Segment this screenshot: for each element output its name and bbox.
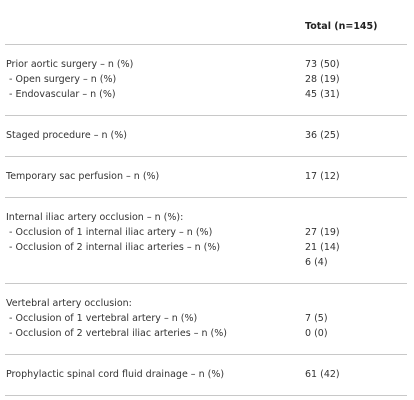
- row-value: 0 (0): [305, 328, 328, 339]
- row-value: 61 (42): [305, 369, 340, 380]
- row-value: 73 (50): [305, 59, 340, 70]
- row-value: 17 (12): [305, 171, 340, 182]
- group-rule: [5, 354, 407, 355]
- row-label: - Occlusion of 1 internal iliac artery –…: [6, 227, 213, 238]
- row-label: - Endovascular – n (%): [6, 89, 116, 100]
- row-value: 6 (4): [305, 257, 328, 268]
- row-label: Vertebral artery occlusion:: [6, 298, 132, 309]
- row-value: 27 (19): [305, 227, 340, 238]
- group-rule: [5, 197, 407, 198]
- row-label: Temporary sac perfusion – n (%): [6, 171, 160, 182]
- header-rule: [5, 44, 407, 45]
- row-label: Staged procedure – n (%): [6, 130, 127, 141]
- group-rule: [5, 115, 407, 116]
- row-label: Prophylactic spinal cord fluid drainage …: [6, 369, 225, 380]
- row-label: - Occlusion of 1 vertebral artery – n (%…: [6, 313, 198, 324]
- row-value: 28 (19): [305, 74, 340, 85]
- row-label: - Occlusion of 2 internal iliac arteries…: [6, 242, 221, 253]
- group-rule: [5, 395, 407, 396]
- row-label: Internal iliac artery occlusion – n (%):: [6, 212, 184, 223]
- row-value: 36 (25): [305, 130, 340, 141]
- group-rule: [5, 156, 407, 157]
- row-label: - Occlusion of 2 vertebral iliac arterie…: [6, 328, 227, 339]
- row-value: 45 (31): [305, 89, 340, 100]
- group-rule: [5, 283, 407, 284]
- row-label: Prior aortic surgery – n (%): [6, 59, 134, 70]
- column-header: Total (n=145): [305, 21, 378, 32]
- row-label: - Open surgery – n (%): [6, 74, 117, 85]
- row-value: 7 (5): [305, 313, 328, 324]
- row-value: 21 (14): [305, 242, 340, 253]
